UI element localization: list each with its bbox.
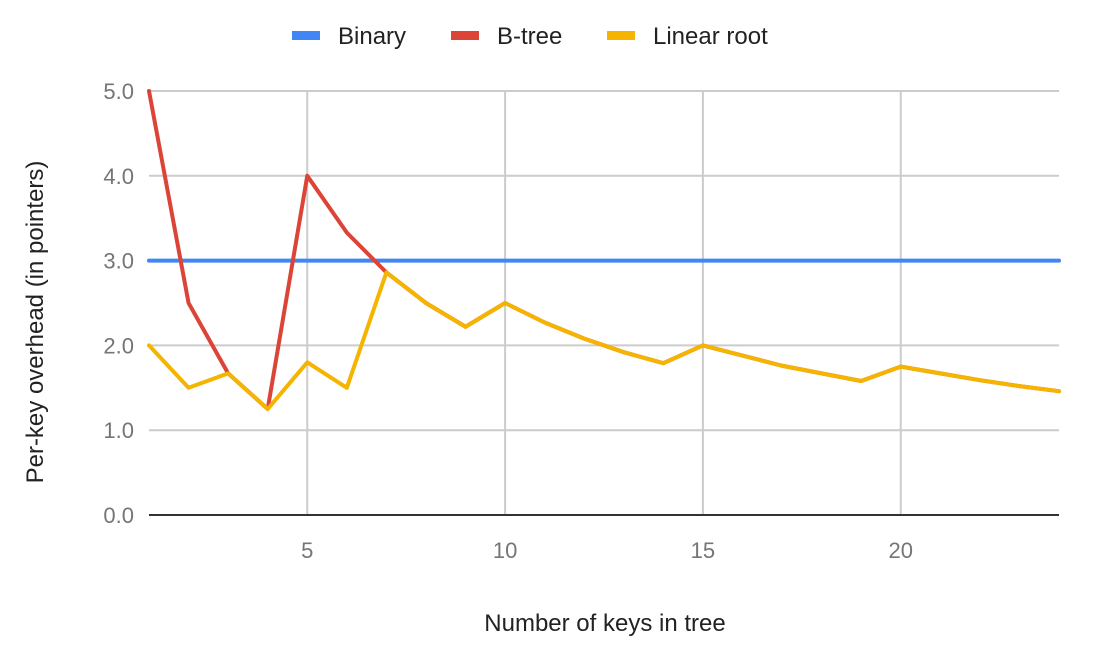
y-tick-label: 2.0: [103, 333, 134, 358]
x-tick-label: 5: [301, 538, 313, 563]
y-axis-title: Per-key overhead (in pointers): [22, 161, 49, 484]
x-axis-ticks: 5 10 15 20: [301, 538, 913, 563]
legend-swatch-binary: [292, 31, 320, 40]
legend-swatch-linear-root: [607, 31, 635, 40]
series-lines: [147, 89, 1061, 411]
y-tick-label: 5.0: [103, 79, 134, 104]
y-tick-label: 3.0: [103, 249, 134, 274]
x-tick-label: 20: [888, 538, 912, 563]
x-tick-label: 15: [691, 538, 715, 563]
legend-label-binary: Binary: [338, 23, 406, 50]
y-tick-label: 0.0: [103, 503, 134, 528]
series-line-b-tree: [147, 89, 1061, 411]
y-tick-label: 4.0: [103, 164, 134, 189]
x-tick-label: 10: [493, 538, 517, 563]
legend-label-b-tree: B-tree: [497, 23, 562, 50]
y-axis-ticks: 0.0 1.0 2.0 3.0 4.0 5.0: [103, 79, 134, 528]
legend-swatch-b-tree: [451, 31, 479, 40]
legend-label-linear-root: Linear root: [653, 23, 768, 50]
series-line-linear-root: [147, 270, 1061, 411]
y-tick-label: 1.0: [103, 418, 134, 443]
x-axis-title: Number of keys in tree: [484, 610, 725, 637]
legend: Binary B-tree Linear root: [292, 23, 768, 50]
